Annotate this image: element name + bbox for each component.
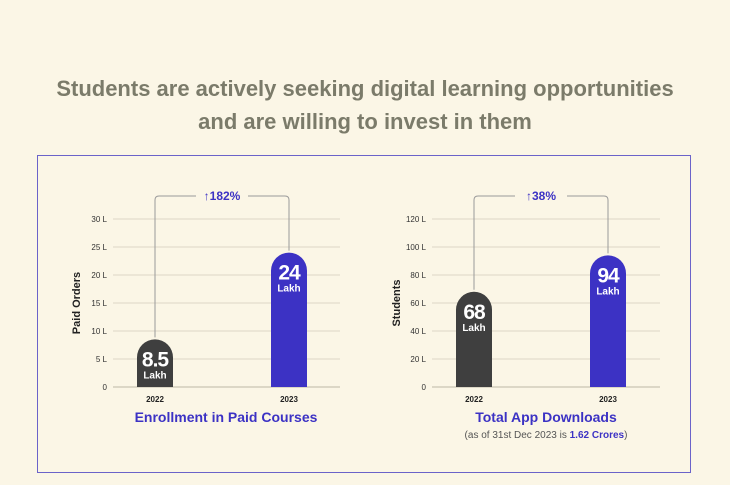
chart0-xtick-label: 2022 — [146, 395, 164, 404]
chart0-ytick-label: 30 L — [91, 215, 107, 224]
chart1-ytick-label: 120 L — [406, 215, 427, 224]
chart0-bar-2023 — [271, 252, 307, 387]
chart1-bar-unit-label: Lakh — [462, 323, 485, 334]
subtitle-highlight: 1.62 Crores — [570, 430, 625, 441]
chart1-ytick-label: 60 L — [410, 299, 426, 308]
chart0-growth-label: ↑182% — [204, 189, 241, 203]
chart1-bar-unit-label: Lakh — [596, 286, 619, 297]
subtitle-text: ) — [624, 430, 627, 441]
growth-percent: 38% — [532, 189, 556, 203]
chart0-title: Enrollment in Paid Courses — [135, 409, 318, 425]
chart1-bar-value-label: 94 — [597, 264, 620, 287]
chart0-ytick-label: 0 — [103, 383, 108, 392]
chart1-ytick-label: 100 L — [406, 243, 427, 252]
chart1-growth-label: ↑38% — [526, 189, 556, 203]
chart1-subtitle: (as of 31st Dec 2023 is 1.62 Crores) — [465, 430, 628, 441]
chart0-bar-2022 — [137, 339, 173, 387]
chart1-growth-bracket — [473, 195, 609, 290]
growth-percent: 182% — [210, 189, 241, 203]
chart0-bar-value-label: 8.5 — [142, 348, 170, 371]
chart0-ytick-label: 5 L — [96, 355, 108, 364]
headline-line-2: and are willing to invest in them — [198, 109, 532, 134]
chart0-bar-unit-label: Lakh — [277, 284, 300, 295]
chart0-growth-label-bg — [196, 187, 248, 203]
chart1-xtick-label: 2022 — [465, 395, 483, 404]
arrow-up-icon: ↑ — [204, 189, 210, 203]
chart0-growth-bracket — [154, 195, 290, 338]
chart1-ytick-label: 80 L — [410, 271, 426, 280]
chart1-ytick-label: 40 L — [410, 327, 426, 336]
charts-panel — [37, 155, 691, 473]
chart1-bar-2022 — [456, 291, 492, 387]
chart0-bar-value-label: 24 — [278, 262, 301, 285]
chart1-y-axis-label: Students — [391, 279, 403, 326]
chart0-ytick-label: 15 L — [91, 299, 107, 308]
chart0-ytick-label: 20 L — [91, 271, 107, 280]
chart0-bar-unit-label: Lakh — [143, 370, 166, 381]
headline-line-1: Students are actively seeking digital le… — [56, 76, 674, 101]
chart1-xtick-label: 2023 — [599, 395, 617, 404]
chart0-ytick-label: 25 L — [91, 243, 107, 252]
chart1-title: Total App Downloads — [475, 409, 617, 425]
chart1-bar-2023 — [590, 255, 626, 387]
subtitle-text: (as of 31st Dec 2023 is — [465, 430, 570, 441]
chart1-ytick-label: 20 L — [410, 355, 426, 364]
chart1-bar-value-label: 68 — [463, 301, 486, 324]
chart1-growth-label-bg — [515, 187, 567, 203]
chart1-ytick-label: 0 — [422, 383, 427, 392]
headline: Students are actively seeking digital le… — [0, 72, 730, 138]
chart0-xtick-label: 2023 — [280, 395, 298, 404]
chart0-ytick-label: 10 L — [91, 327, 107, 336]
chart0-y-axis-label: Paid Orders — [71, 272, 83, 334]
arrow-up-icon: ↑ — [526, 189, 532, 203]
